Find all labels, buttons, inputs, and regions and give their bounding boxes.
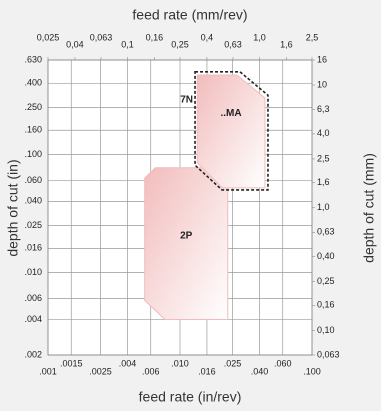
- y-tick-label: .160: [24, 125, 42, 135]
- x2-tick-label: 1,6: [280, 39, 293, 49]
- x-tick-label: .006: [142, 366, 160, 376]
- y2-tick-label: 0,10: [317, 325, 335, 335]
- x2-tick-label: 0,25: [171, 39, 189, 49]
- y-tick-label: .400: [24, 78, 42, 88]
- y2-tick-label: 0,25: [317, 276, 335, 286]
- y2-tick-label: 6,3: [317, 104, 330, 114]
- y-tick-label: .040: [24, 196, 42, 206]
- y2-tick-label: 1,6: [317, 177, 330, 187]
- x-tick-label: .060: [274, 358, 292, 368]
- x2-tick-label: 0,63: [224, 39, 242, 49]
- region: [144, 167, 229, 320]
- x-tick-label: .100: [303, 366, 321, 376]
- y2-tick-label: 10: [317, 79, 327, 89]
- x-tick-label: .010: [171, 358, 189, 368]
- y-tick-label: .006: [24, 293, 42, 303]
- y2-axis-label: depth of cut (mm): [361, 153, 377, 263]
- x-tick-label: .001: [39, 366, 57, 376]
- x-tick-label: .025: [224, 358, 242, 368]
- y-tick-label: .630: [24, 54, 42, 64]
- y-tick-label: .016: [24, 243, 42, 253]
- y2-tick-label: 16: [317, 54, 327, 64]
- region-label: 7N: [180, 94, 193, 105]
- plot-border: [47, 59, 313, 356]
- x-axis-label: feed rate (in/rev): [139, 389, 242, 405]
- chart-title: feed rate (mm/rev): [132, 7, 247, 23]
- region: [194, 71, 269, 191]
- x-tick-label: .016: [198, 366, 216, 376]
- y2-tick-label: 0,40: [317, 251, 335, 261]
- y-axis-label: depth of cut (in): [5, 159, 21, 256]
- region: [196, 74, 266, 189]
- y2-tick-label: 0,16: [317, 300, 335, 310]
- x2-tick-label: 2,5: [306, 32, 319, 42]
- x2-tick-label: 0,16: [146, 32, 164, 42]
- y-tick-label: .100: [24, 149, 42, 159]
- y2-tick-label: 1,0: [317, 202, 330, 212]
- y-tick-label: .002: [24, 349, 42, 359]
- y2-tick-label: 4,0: [317, 128, 330, 138]
- y2-tick-label: 2,5: [317, 153, 330, 163]
- y-tick-label: .060: [24, 175, 42, 185]
- x-tick-label: .004: [119, 358, 137, 368]
- region-label: ..MA: [221, 108, 242, 119]
- x2-tick-label: 0,025: [37, 32, 60, 42]
- x2-tick-label: 0,063: [90, 32, 113, 42]
- y2-tick-label: 0,063: [317, 349, 340, 359]
- y2-tick-label: 0,63: [317, 227, 335, 237]
- x-tick-label: .0015: [60, 358, 83, 368]
- x-tick-label: .0025: [89, 366, 112, 376]
- region-label: 2P: [180, 230, 193, 241]
- y-tick-label: .004: [24, 314, 42, 324]
- x-tick-label: .040: [251, 366, 269, 376]
- y-tick-label: .025: [24, 220, 42, 230]
- x2-tick-label: 1,0: [253, 32, 266, 42]
- x2-tick-label: 0,4: [201, 32, 214, 42]
- y-tick-label: .250: [24, 102, 42, 112]
- x2-tick-label: 0,1: [121, 39, 134, 49]
- y-tick-label: .010: [24, 267, 42, 277]
- x2-tick-label: 0,04: [66, 39, 84, 49]
